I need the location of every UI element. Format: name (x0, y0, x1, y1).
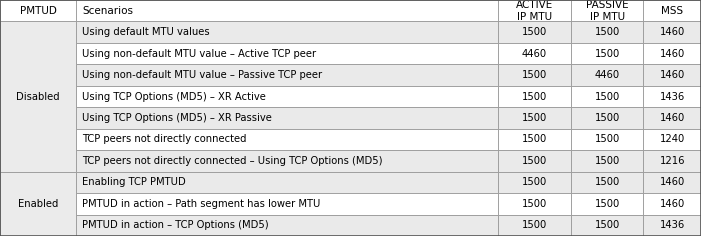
Bar (76, 215, 498, 236)
Text: 1500: 1500 (594, 135, 620, 144)
Bar (76, 107, 498, 129)
Bar (644, 215, 701, 236)
Text: 1500: 1500 (594, 199, 620, 209)
Text: Using default MTU values: Using default MTU values (82, 27, 210, 37)
Text: Using TCP Options (MD5) – XR Active: Using TCP Options (MD5) – XR Active (82, 92, 266, 101)
Bar (76, 193, 498, 215)
Text: 1460: 1460 (660, 177, 685, 187)
Text: 1500: 1500 (594, 156, 620, 166)
Bar (571, 129, 644, 150)
Bar (644, 64, 701, 86)
Text: 1216: 1216 (660, 156, 685, 166)
Bar (571, 64, 644, 86)
Bar (571, 0, 644, 21)
Bar (498, 43, 571, 64)
Bar (498, 193, 571, 215)
Text: PMTUD in action – Path segment has lower MTU: PMTUD in action – Path segment has lower… (82, 199, 320, 209)
Bar (498, 0, 571, 21)
Text: 1500: 1500 (594, 113, 620, 123)
Bar (498, 172, 571, 193)
Bar (571, 215, 644, 236)
Text: 1500: 1500 (522, 220, 547, 230)
Text: 1460: 1460 (660, 70, 685, 80)
Text: TCP peers not directly connected – Using TCP Options (MD5): TCP peers not directly connected – Using… (82, 156, 383, 166)
Bar (498, 215, 571, 236)
Bar (571, 172, 644, 193)
Text: Scenarios: Scenarios (82, 6, 133, 16)
Bar (76, 43, 498, 64)
Text: 1500: 1500 (522, 199, 547, 209)
Bar (498, 150, 571, 172)
Text: 1240: 1240 (660, 135, 685, 144)
Text: 4460: 4460 (522, 49, 547, 59)
Text: 1500: 1500 (522, 156, 547, 166)
Text: Using non-default MTU value – Active TCP peer: Using non-default MTU value – Active TCP… (82, 49, 316, 59)
Text: 1500: 1500 (522, 92, 547, 101)
Text: PASSIVE
IP MTU: PASSIVE IP MTU (586, 0, 629, 21)
Text: 1460: 1460 (660, 199, 685, 209)
Text: 1500: 1500 (594, 220, 620, 230)
Text: 1500: 1500 (594, 177, 620, 187)
Bar (76, 150, 498, 172)
Text: 1500: 1500 (594, 49, 620, 59)
Bar (571, 86, 644, 107)
Text: ACTIVE
IP MTU: ACTIVE IP MTU (516, 0, 553, 21)
Text: 1500: 1500 (522, 27, 547, 37)
Text: Using TCP Options (MD5) – XR Passive: Using TCP Options (MD5) – XR Passive (82, 113, 272, 123)
Text: 1460: 1460 (660, 27, 685, 37)
Text: 1500: 1500 (594, 27, 620, 37)
Text: 1460: 1460 (660, 49, 685, 59)
Text: 1436: 1436 (660, 220, 685, 230)
Bar (644, 107, 701, 129)
Bar (644, 129, 701, 150)
Bar (571, 193, 644, 215)
Text: 1436: 1436 (660, 92, 685, 101)
Text: 1460: 1460 (660, 113, 685, 123)
Text: 1500: 1500 (594, 92, 620, 101)
Bar (498, 86, 571, 107)
Bar (571, 43, 644, 64)
Bar (644, 172, 701, 193)
Text: PMTUD in action – TCP Options (MD5): PMTUD in action – TCP Options (MD5) (82, 220, 268, 230)
Bar (644, 150, 701, 172)
Text: 1500: 1500 (522, 135, 547, 144)
Bar (76, 21, 498, 43)
Bar (644, 0, 701, 21)
Bar (571, 150, 644, 172)
Bar (76, 86, 498, 107)
Bar (0, 21, 76, 172)
Bar (571, 21, 644, 43)
Bar (0, 0, 76, 21)
Text: Using non-default MTU value – Passive TCP peer: Using non-default MTU value – Passive TC… (82, 70, 322, 80)
Bar (644, 21, 701, 43)
Text: Enabled: Enabled (18, 199, 58, 209)
Text: MSS: MSS (661, 6, 683, 16)
Bar (644, 43, 701, 64)
Bar (498, 107, 571, 129)
Bar (498, 21, 571, 43)
Bar (76, 129, 498, 150)
Bar (644, 193, 701, 215)
Bar (498, 129, 571, 150)
Text: Enabling TCP PMTUD: Enabling TCP PMTUD (82, 177, 186, 187)
Text: 1500: 1500 (522, 70, 547, 80)
Bar (76, 172, 498, 193)
Bar (0, 172, 76, 236)
Text: Disabled: Disabled (16, 92, 60, 101)
Text: 1500: 1500 (522, 177, 547, 187)
Bar (644, 86, 701, 107)
Text: 4460: 4460 (594, 70, 620, 80)
Bar (571, 107, 644, 129)
Bar (498, 64, 571, 86)
Bar (76, 64, 498, 86)
Bar (76, 0, 498, 21)
Text: TCP peers not directly connected: TCP peers not directly connected (82, 135, 247, 144)
Text: PMTUD: PMTUD (20, 6, 57, 16)
Text: 1500: 1500 (522, 113, 547, 123)
